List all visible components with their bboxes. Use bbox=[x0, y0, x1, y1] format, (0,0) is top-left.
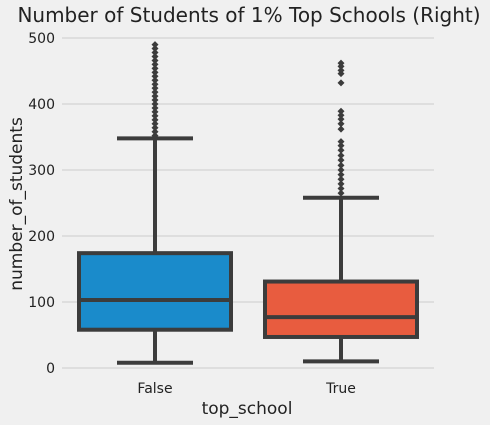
outlier-point bbox=[337, 125, 345, 133]
y-tick-label: 400 bbox=[28, 97, 55, 113]
box-plots bbox=[77, 41, 419, 365]
outlier-point bbox=[151, 96, 159, 104]
outlier-point bbox=[151, 56, 159, 64]
y-tick-label: 300 bbox=[28, 163, 55, 179]
outlier-point bbox=[337, 146, 345, 154]
outlier-point bbox=[337, 111, 345, 119]
chart-title: Number of Students of 1% Top Schools (Ri… bbox=[17, 3, 480, 27]
outlier-point bbox=[151, 132, 159, 140]
y-tick-label: 500 bbox=[28, 31, 55, 47]
outlier-point bbox=[337, 161, 345, 169]
outlier-point bbox=[337, 66, 345, 74]
outlier-point bbox=[151, 100, 159, 108]
y-tick-label: 0 bbox=[46, 361, 55, 377]
outlier-point bbox=[151, 116, 159, 124]
outlier-point bbox=[337, 189, 345, 197]
x-tick-label: True bbox=[325, 381, 356, 397]
outlier-point bbox=[151, 84, 159, 92]
outlier-point bbox=[337, 180, 345, 188]
outlier-point bbox=[151, 64, 159, 72]
box-true bbox=[263, 59, 419, 364]
outlier-point bbox=[151, 52, 159, 60]
outlier-point bbox=[337, 107, 345, 115]
outlier-point bbox=[337, 184, 345, 192]
y-tick-label: 200 bbox=[28, 229, 55, 245]
box-iqr bbox=[263, 279, 419, 339]
outlier-point bbox=[337, 138, 345, 146]
outlier-point bbox=[337, 151, 345, 159]
outlier-point bbox=[151, 108, 159, 116]
x-tick-label: False bbox=[137, 381, 172, 397]
outlier-point bbox=[151, 88, 159, 96]
outlier-point bbox=[337, 166, 345, 174]
outlier-point bbox=[337, 79, 345, 87]
outlier-point bbox=[151, 49, 159, 57]
y-axis-label: number_of_students bbox=[7, 117, 27, 291]
box-false bbox=[77, 41, 233, 365]
outlier-point bbox=[337, 142, 345, 150]
outlier-point bbox=[151, 76, 159, 84]
x-axis-ticks: False True bbox=[137, 381, 355, 397]
outlier-point bbox=[151, 128, 159, 136]
y-axis-ticks: 0 100 200 300 400 500 bbox=[28, 31, 55, 377]
outlier-point bbox=[151, 41, 159, 49]
y-tick-label: 100 bbox=[28, 295, 55, 311]
outlier-point bbox=[151, 124, 159, 132]
outlier-point bbox=[337, 120, 345, 128]
outlier-point bbox=[151, 60, 159, 68]
outlier-point bbox=[151, 68, 159, 76]
outlier-point bbox=[151, 80, 159, 88]
box-iqr bbox=[77, 251, 233, 332]
outlier-point bbox=[337, 175, 345, 183]
outlier-point bbox=[151, 120, 159, 128]
outlier-point bbox=[337, 115, 345, 123]
x-axis-label: top_school bbox=[202, 399, 293, 419]
outlier-point bbox=[151, 72, 159, 80]
outlier-point bbox=[151, 112, 159, 120]
outlier-point bbox=[151, 45, 159, 53]
outlier-point bbox=[151, 92, 159, 100]
outlier-point bbox=[151, 104, 159, 112]
outlier-point bbox=[337, 59, 345, 67]
outlier-point bbox=[337, 156, 345, 164]
outlier-point bbox=[337, 171, 345, 179]
